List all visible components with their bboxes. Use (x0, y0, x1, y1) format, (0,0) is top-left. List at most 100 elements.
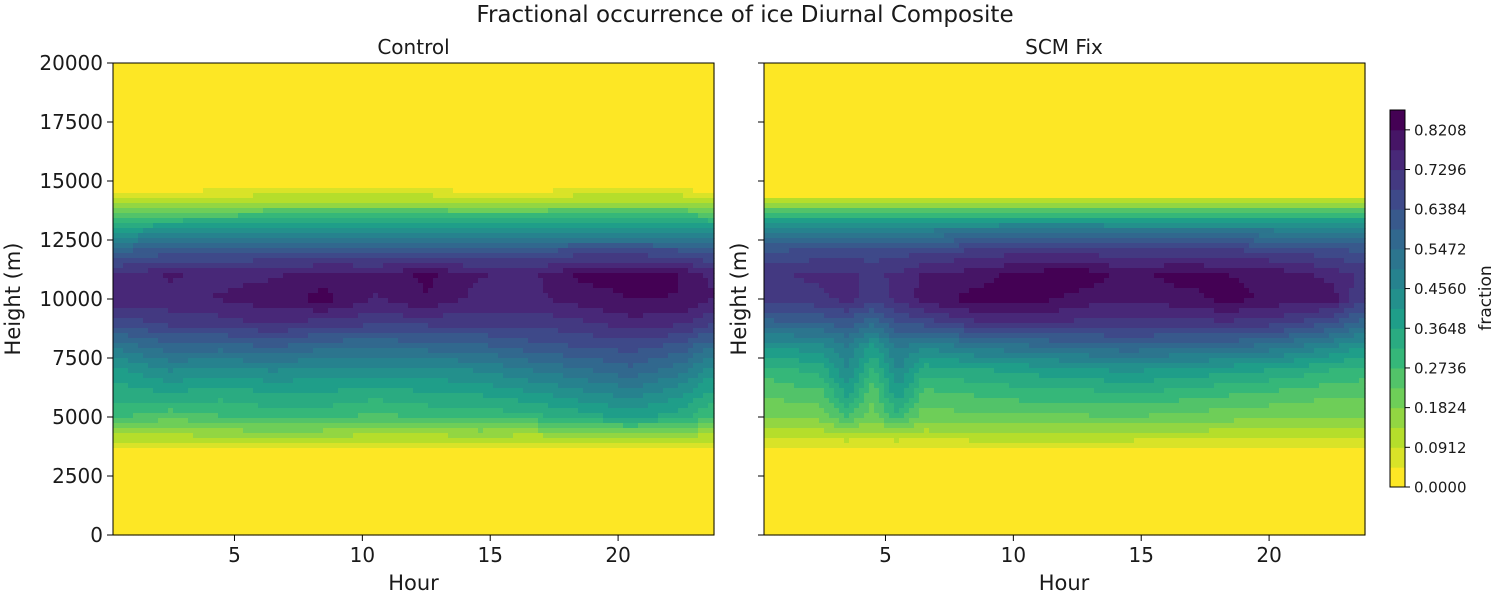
contour-cell (303, 438, 309, 444)
contour-cell (148, 338, 154, 344)
contour-cell (183, 203, 189, 209)
contour-cell (203, 393, 209, 399)
contour-cell (223, 468, 229, 474)
contour-cell (213, 283, 219, 289)
contour-cell (333, 128, 339, 134)
contour-cell (333, 358, 339, 364)
contour-cell (218, 68, 224, 74)
contour-cell (343, 383, 349, 389)
contour-cell (148, 123, 154, 129)
contour-cell (193, 373, 199, 379)
contour-cell (313, 233, 319, 239)
contour-cell (338, 318, 344, 324)
contour-cell (123, 423, 129, 429)
contour-cell (118, 188, 124, 194)
contour-cell (358, 213, 364, 219)
contour-cell (268, 468, 274, 474)
contour-cell (303, 323, 309, 329)
contour-cell (243, 398, 249, 404)
contour-cell (118, 343, 124, 349)
contour-cell (313, 313, 319, 319)
contour-cell (143, 428, 149, 434)
contour-cell (198, 418, 204, 424)
contour-cell (278, 468, 284, 474)
contour-cell (313, 273, 319, 279)
contour-cell (373, 218, 379, 224)
contour-cell (188, 378, 194, 384)
contour-cell (133, 223, 139, 229)
contour-cell (183, 158, 189, 164)
contour-cell (313, 523, 319, 529)
contour-cell (113, 488, 119, 494)
contour-cell (373, 268, 379, 274)
contour-cell (163, 438, 169, 444)
contour-cell (303, 383, 309, 389)
contour-cell (158, 443, 164, 449)
contour-cell (348, 178, 354, 184)
contour-cell (193, 178, 199, 184)
contour-cell (183, 148, 189, 154)
contour-cell (198, 463, 204, 469)
contour-cell (288, 103, 294, 109)
contour-cell (228, 463, 234, 469)
contour-cell (128, 513, 134, 519)
contour-cell (158, 503, 164, 509)
contour-cell (363, 193, 369, 199)
contour-cell (208, 278, 214, 284)
contour-cell (118, 493, 124, 499)
panel-control: Control 5 10 15 20 025005000750010000125001… (1, 35, 715, 595)
contour-cell (133, 113, 139, 119)
contour-cell (173, 63, 179, 69)
contour-cell (348, 483, 354, 489)
contour-cell (118, 268, 124, 274)
contour-cell (193, 228, 199, 234)
contour-cell (158, 463, 164, 469)
panel-title-control: Control (377, 35, 449, 59)
contour-cell (238, 318, 244, 324)
contour-cell (173, 73, 179, 79)
contour-cell (128, 183, 134, 189)
contour-cell (158, 493, 164, 499)
contour-cell (338, 463, 344, 469)
contour-cell (303, 238, 309, 244)
contour-cell (288, 358, 294, 364)
contour-cell (233, 138, 239, 144)
contour-cell (133, 498, 139, 504)
contour-cell (313, 438, 319, 444)
contour-cell (253, 293, 259, 299)
contour-cell (353, 188, 359, 194)
contour-cell (233, 293, 239, 299)
contour-cell (183, 133, 189, 139)
contour-cell (128, 303, 134, 309)
contour-cell (193, 113, 199, 119)
contour-cell (273, 518, 279, 524)
contour-cell (188, 188, 194, 194)
contour-cell (288, 363, 294, 369)
contour-cell (308, 333, 314, 339)
contour-cell (218, 133, 224, 139)
contour-cell (283, 63, 289, 69)
contour-cell (138, 218, 144, 224)
contour-cell (308, 528, 314, 534)
contour-cell (288, 298, 294, 304)
contour-cell (238, 193, 244, 199)
contour-cell (323, 383, 329, 389)
contour-cell (333, 383, 339, 389)
contour-cell (163, 198, 169, 204)
contour-cell (293, 78, 299, 84)
contour-cell (253, 408, 259, 414)
contour-cell (203, 248, 209, 254)
contour-cell (203, 83, 209, 89)
contour-cell (213, 203, 219, 209)
contour-cell (138, 303, 144, 309)
contour-cell (373, 128, 379, 134)
contour-cell (123, 408, 129, 414)
contour-cell (188, 223, 194, 229)
contour-cell (118, 258, 124, 264)
contour-cell (343, 413, 349, 419)
contour-cell (283, 68, 289, 74)
contour-cell (258, 353, 264, 359)
contour-cell (158, 123, 164, 129)
contour-cell (223, 168, 229, 174)
contour-cell (338, 78, 344, 84)
